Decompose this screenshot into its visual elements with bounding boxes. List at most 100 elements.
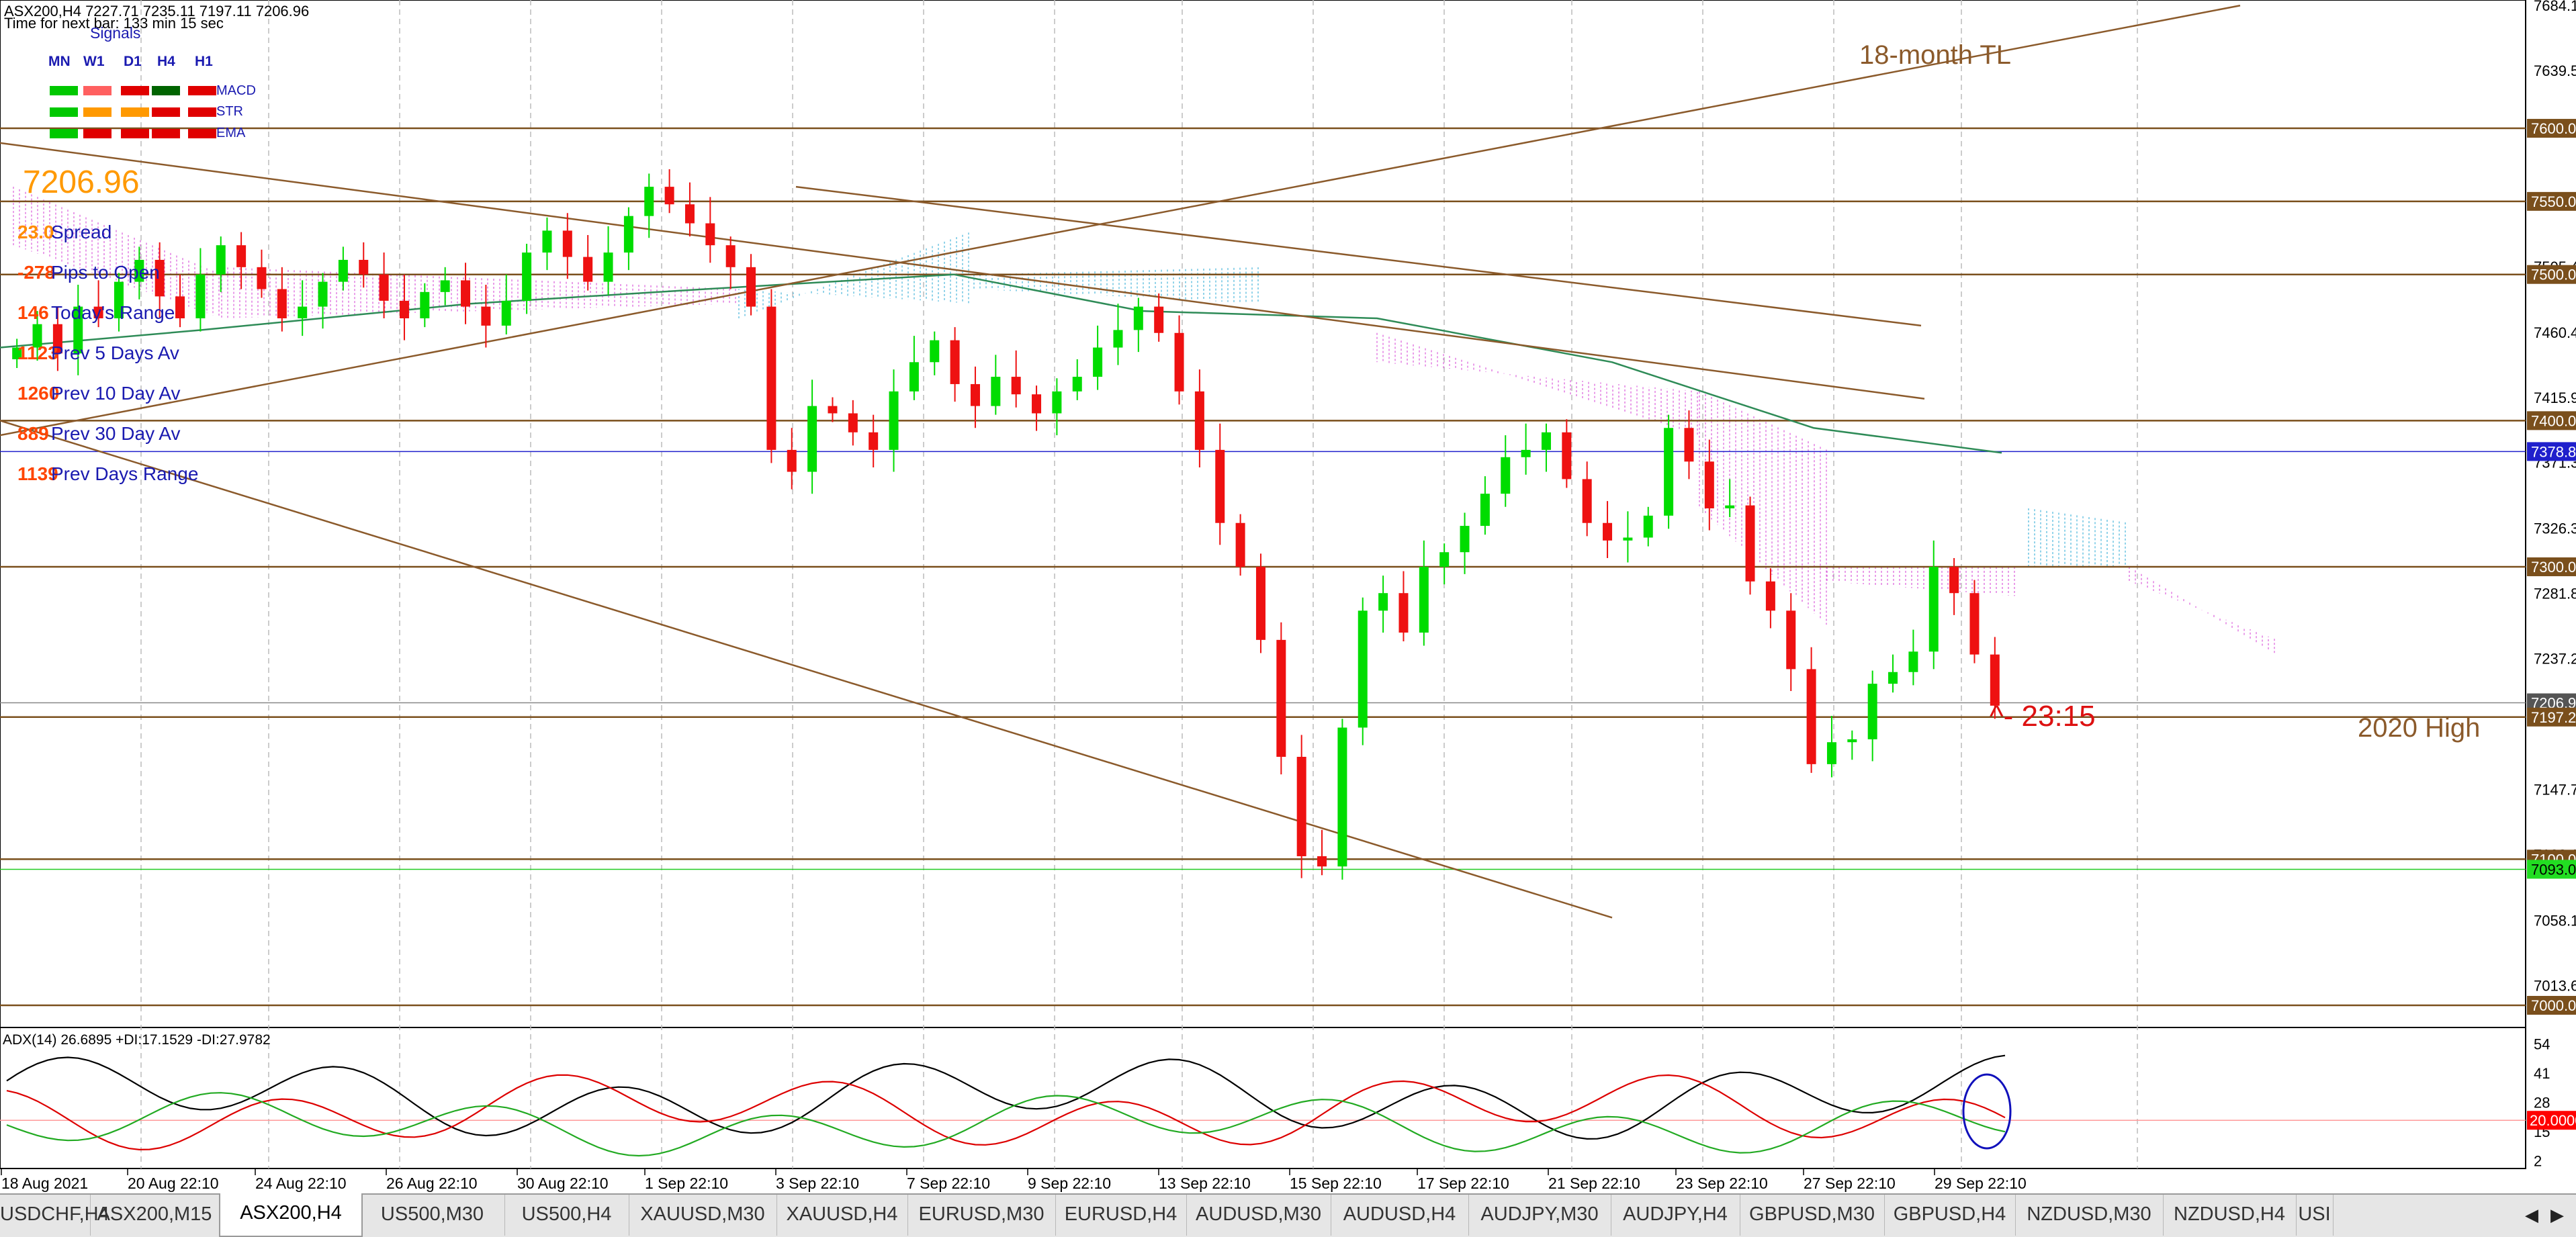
time-tick-label: 9 Sep 22:10 [1028,1175,1111,1192]
signal-label-macd: MACD [216,83,256,98]
tab-gbpusd-m30[interactable]: GBPUSD,M30 [1740,1195,1885,1236]
price-tick-label: 7684.10 [2534,0,2576,14]
price-tag-label: 7378.85 [2531,443,2576,460]
time-tick-label: 30 Aug 22:10 [517,1175,609,1192]
adx-indicator-label: ADX(14) 26.6895 +DI:17.1529 -DI:27.9782 [3,1032,271,1048]
tab-audjpy-h4[interactable]: AUDJPY,H4 [1611,1195,1740,1236]
info-value: 889 [17,423,49,444]
tab-gbpusd-h4[interactable]: GBPUSD,H4 [1884,1195,2016,1236]
price-tick-label: 7639.55 [2534,62,2576,79]
info-value: 146 [17,302,49,323]
price-tick-label: 7415.90 [2534,390,2576,406]
tab-audusd-h4[interactable]: AUDUSD,H4 [1331,1195,1469,1236]
tf-w1: W1 [83,54,105,69]
signal-swatch [188,86,216,95]
time-tick-label: 15 Sep 22:10 [1290,1175,1382,1192]
candlesticks [12,169,2000,880]
tab-eurusd-h4[interactable]: EURUSD,H4 [1055,1195,1187,1236]
price-tag-label: 7197.20 [2531,709,2576,726]
price-tag [2527,411,2576,430]
time-tick-label: 7 Sep 22:10 [907,1175,990,1192]
time-tick-label: 21 Sep 22:10 [1548,1175,1640,1192]
info-value: 1260 [17,383,60,404]
tab-audusd-m30[interactable]: AUDUSD,M30 [1186,1195,1331,1236]
price-tag-label: 7000.00 [2531,997,2576,1014]
time-tick-label: 24 Aug 22:10 [255,1175,347,1192]
price-tick-label: 7237.25 [2534,651,2576,668]
signal-swatch [50,86,78,95]
info-label: Prev 5 Days Av [51,342,179,363]
tab-scroll-left-icon[interactable]: ◀ [2525,1205,2538,1225]
tab-nzdusd-h4[interactable]: NZDUSD,H4 [2163,1195,2297,1236]
adx-level-tag: 20.0000 [2530,1112,2576,1129]
time-tick-label: 27 Sep 22:10 [1804,1175,1896,1192]
adx-panel-frame [0,1027,2526,1169]
trendline-label: 18-month TL [1859,40,2012,70]
price-chart[interactable]: 7684.107639.557505.457460.457415.907371.… [0,0,2576,1193]
time-tick-label: 18 Aug 2021 [1,1175,88,1192]
tab-asx200-h4[interactable]: ASX200,H4 [219,1193,363,1237]
tab-eurusd-m30[interactable]: EURUSD,M30 [907,1195,1056,1236]
price-tag [2527,996,2576,1015]
price-tick-label: 7281.80 [2534,586,2576,602]
tab-us500-m30[interactable]: US500,M30 [360,1195,505,1236]
info-label: Pips to Open [51,262,160,283]
price-tag-label: 7093.06 [2531,861,2576,878]
price-axis: 7684.107639.557505.457460.457415.907371.… [2534,0,2576,994]
price-tick-label: 7058.15 [2534,912,2576,929]
price-tick-label: 7013.60 [2534,977,2576,994]
level-label-2020-high: 2020 High [2358,713,2481,743]
signals-title: Signals [90,24,141,42]
info-label: Today's Range [51,302,175,323]
price-tags: 7600.00 7550.00 7500.00 7400.00 7378.85 7300.… [2527,119,2576,1015]
signal-swatch [152,86,180,95]
tab-xauusd-h4[interactable]: XAUUSD,H4 [776,1195,908,1236]
price-tag [2527,442,2576,461]
signal-swatch [152,129,180,138]
ichimoku-cloud [13,187,2275,653]
price-tag [2527,707,2576,727]
price-tag [2527,265,2576,284]
signal-swatch [152,107,180,117]
price-tag-label: 7550.00 [2531,193,2576,210]
tab-audjpy-m30[interactable]: AUDJPY,M30 [1468,1195,1611,1236]
moving-average-line [0,273,2002,454]
tab-us500-h4[interactable]: US500,H4 [504,1195,629,1236]
time-tick-label: 20 Aug 22:10 [128,1175,219,1192]
info-value: 23.0 [17,222,54,242]
price-tag [2527,191,2576,211]
adx-tick-label: 2 [2534,1152,2542,1169]
signal-label-str: STR [216,104,243,119]
adx-lines [0,1054,2526,1157]
price-tick-label: 7460.45 [2534,324,2576,341]
time-tick-label: 26 Aug 22:10 [386,1175,478,1192]
info-value: 1123 [17,342,58,363]
signal-swatch [50,129,78,138]
tab-usdchf-h4[interactable]: USDCHF,H4 [0,1195,109,1236]
price-tag [2527,557,2576,577]
tf-d1: D1 [124,54,142,69]
info-label: Spread [51,222,112,242]
tab-asx200-m15[interactable]: ASX200,M15 [90,1195,220,1236]
bar-timer-text: Time for next bar: 133 min 15 sec [4,15,224,32]
time-tick-label: 23 Sep 22:10 [1676,1175,1768,1192]
adx-highlight-ellipse [1962,1073,2012,1150]
tab-nzdusd-m30[interactable]: NZDUSD,M30 [2015,1195,2164,1236]
tab-scroll-right-icon[interactable]: ▶ [2550,1205,2564,1225]
time-axis: 18 Aug 2021 20 Aug 22:10 24 Aug 22:10 26 Au… [1,1169,2027,1192]
signal-swatch [83,107,112,117]
signal-swatch [188,107,216,117]
time-tick-label: 1 Sep 22:10 [645,1175,728,1192]
signal-swatch [121,129,149,138]
adx-tick-label: 41 [2534,1065,2550,1082]
tf-h4: H4 [157,54,175,69]
price-tag-label: 7300.00 [2531,559,2576,576]
tab-usi[interactable]: USI [2296,1195,2334,1236]
price-tick-label: 7147.70 [2534,782,2576,798]
bar-timer-label: ^- 23:15 [1990,700,2096,733]
price-tag [2527,119,2576,138]
signal-swatch [83,129,112,138]
tab-xauusd-m30[interactable]: XAUUSD,M30 [629,1195,777,1236]
current-price-display: 7206.96 [23,165,140,200]
time-tick-label: 29 Sep 22:10 [1935,1175,2027,1192]
